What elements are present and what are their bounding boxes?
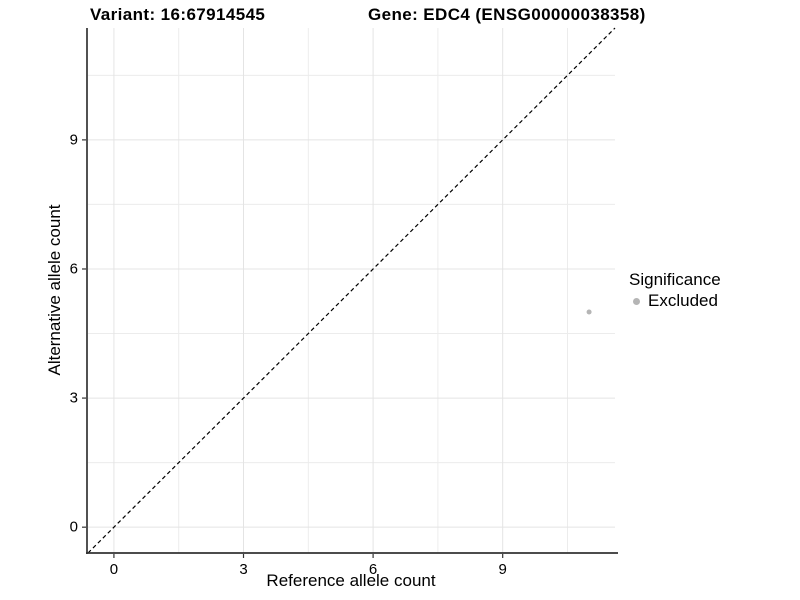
y-tick-label: 3	[69, 389, 78, 407]
legend-item-label: Excluded	[648, 291, 718, 310]
y-tick-label: 6	[69, 260, 78, 278]
legend-point-icon	[633, 297, 640, 305]
x-tick-label: 3	[239, 561, 248, 578]
gene-title: Gene: EDC4 (ENSG00000038358)	[368, 5, 646, 24]
x-axis-title: Reference allele count	[266, 571, 436, 590]
y-axis-title: Alternative allele count	[45, 204, 64, 376]
legend: Significance Excluded	[629, 270, 721, 311]
identity-reference-line	[87, 27, 616, 554]
variant-title: Variant: 16:67914545	[90, 5, 266, 24]
legend-item-excluded: Excluded	[629, 291, 721, 311]
data-point	[586, 309, 592, 315]
x-tick-label: 6	[368, 561, 378, 578]
x-tick-label: 9	[498, 561, 507, 578]
y-tick-label: 9	[69, 131, 78, 149]
legend-title: Significance	[629, 270, 721, 289]
x-tick-label: 0	[109, 561, 119, 578]
y-tick-label: 0	[69, 518, 78, 536]
